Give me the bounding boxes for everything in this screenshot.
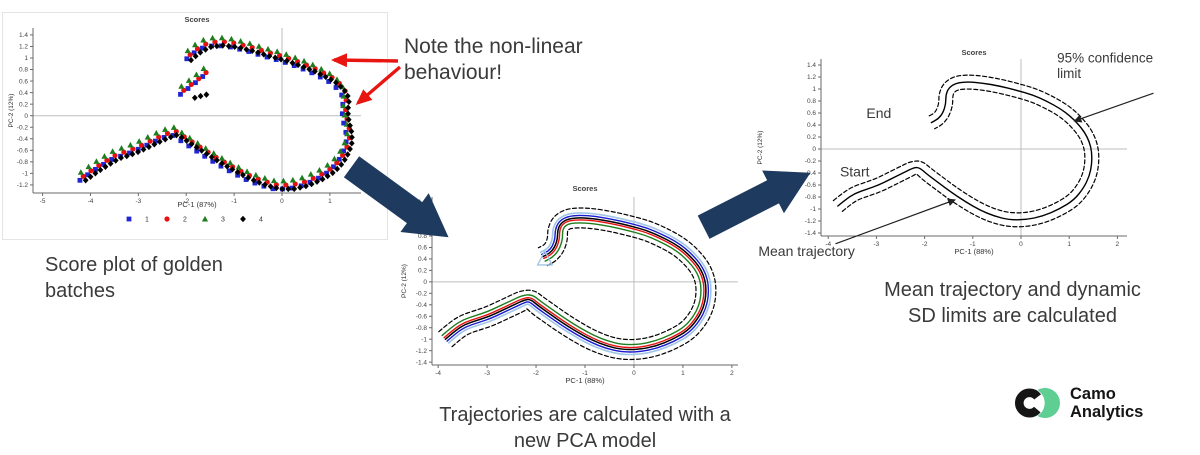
- svg-text:-3: -3: [874, 241, 880, 248]
- svg-text:0.6: 0.6: [807, 110, 816, 117]
- svg-text:-0.6: -0.6: [17, 148, 29, 155]
- camo-analytics-logo-icon: [1014, 387, 1060, 419]
- svg-text:0.2: 0.2: [807, 134, 816, 141]
- svg-text:-1.2: -1.2: [17, 182, 29, 189]
- svg-text:-0.8: -0.8: [416, 325, 428, 332]
- svg-text:limit: limit: [1057, 66, 1081, 81]
- svg-text:-0.6: -0.6: [805, 182, 817, 189]
- svg-text:-5: -5: [40, 198, 46, 205]
- svg-text:1: 1: [328, 198, 332, 205]
- svg-text:2: 2: [1116, 241, 1120, 248]
- svg-text:0: 0: [812, 146, 816, 153]
- svg-text:0.2: 0.2: [418, 268, 427, 275]
- red-arrow-diagonal: [355, 65, 402, 105]
- svg-text:-1.4: -1.4: [805, 230, 817, 237]
- svg-text:PC-1 (88%): PC-1 (88%): [565, 376, 605, 385]
- svg-text:0.8: 0.8: [418, 233, 427, 240]
- svg-text:-1: -1: [970, 241, 976, 248]
- svg-text:-1: -1: [810, 206, 816, 213]
- camo-analytics-logo: Camo Analytics: [1014, 380, 1143, 426]
- svg-text:-3: -3: [484, 370, 490, 377]
- svg-text:0.8: 0.8: [19, 67, 28, 74]
- red-arrow-top: [331, 53, 399, 68]
- svg-text:Mean trajectory: Mean trajectory: [758, 243, 854, 259]
- svg-text:-0.6: -0.6: [416, 313, 428, 320]
- svg-text:Scores: Scores: [961, 48, 986, 57]
- svg-text:1: 1: [145, 217, 149, 224]
- svg-text:1: 1: [1067, 241, 1071, 248]
- svg-text:-1.2: -1.2: [416, 348, 428, 355]
- svg-text:0: 0: [24, 113, 28, 120]
- flow-arrow-1: [343, 156, 449, 238]
- red-annotation-arrows: [331, 53, 402, 105]
- svg-text:0.6: 0.6: [19, 78, 28, 85]
- svg-text:-0.8: -0.8: [805, 194, 817, 201]
- svg-text:3: 3: [221, 217, 225, 224]
- svg-text:0.6: 0.6: [418, 245, 427, 252]
- svg-text:0.4: 0.4: [418, 256, 427, 263]
- svg-text:1.4: 1.4: [19, 32, 28, 39]
- svg-text:0: 0: [280, 198, 284, 205]
- svg-text:Start: Start: [840, 164, 870, 180]
- svg-text:1.4: 1.4: [807, 62, 816, 69]
- svg-text:-1: -1: [421, 336, 427, 343]
- svg-text:1.2: 1.2: [19, 44, 28, 51]
- svg-text:-0.8: -0.8: [17, 159, 29, 166]
- svg-text:0.2: 0.2: [19, 101, 28, 108]
- logo-word-2: Analytics: [1070, 403, 1144, 421]
- svg-text:End: End: [866, 105, 891, 121]
- svg-text:2: 2: [730, 370, 734, 377]
- logo-wordmark: Camo Analytics: [1070, 385, 1143, 422]
- svg-text:-1: -1: [231, 198, 237, 205]
- svg-text:0: 0: [1019, 241, 1023, 248]
- svg-text:PC-1 (87%): PC-1 (87%): [177, 200, 217, 209]
- svg-text:1: 1: [812, 86, 816, 93]
- svg-text:-4: -4: [435, 370, 441, 377]
- svg-text:1.2: 1.2: [807, 74, 816, 81]
- caption-golden-batches: Score plot of golden batches: [45, 254, 223, 302]
- svg-text:1: 1: [681, 370, 685, 377]
- scores-plot-golden-batches: -5 -4 -3 -2 -1 0 1 1.4 1.2 1 0.8 0.6 0.4 0.2 0 -0.2 -0.4…: [2, 12, 388, 240]
- svg-text:0.4: 0.4: [807, 122, 816, 129]
- svg-text:-2: -2: [533, 370, 539, 377]
- svg-text:-0.2: -0.2: [17, 124, 29, 131]
- svg-text:-4: -4: [88, 198, 94, 205]
- flow-arrow-2: [697, 170, 811, 239]
- svg-text:-0.4: -0.4: [17, 136, 29, 143]
- svg-text:-4: -4: [825, 241, 831, 248]
- svg-text:0: 0: [423, 279, 427, 286]
- svg-text:-1: -1: [582, 370, 588, 377]
- svg-text:1: 1: [24, 55, 28, 62]
- svg-text:2: 2: [183, 217, 187, 224]
- svg-text:-3: -3: [135, 198, 141, 205]
- scores-plot-mean-trajectory: -4 -3 -2 -1 0 1 2 1.4 1.2 1 0.8 0.6 0.4 0.2 0 -0.2 -0.4 -…: [752, 45, 1197, 267]
- logo-word-1: Camo: [1070, 384, 1116, 403]
- svg-text:95% confidence: 95% confidence: [1057, 51, 1153, 66]
- svg-text:-2: -2: [922, 241, 928, 248]
- svg-text:PC-2 (12%): PC-2 (12%): [401, 264, 408, 298]
- svg-text:-1: -1: [22, 171, 28, 178]
- caption-trajectories: Trajectories are calculated with a new P…: [439, 404, 731, 452]
- svg-text:4: 4: [259, 217, 263, 224]
- svg-text:0: 0: [632, 370, 636, 377]
- svg-text:Scores: Scores: [184, 15, 209, 24]
- svg-text:-1.2: -1.2: [805, 218, 817, 225]
- note-annotation: Note the non-linear behaviour!: [404, 35, 583, 85]
- scores-plot-trajectories: -4-3-2-10121.41.210.80.60.40.20-0.2-0.4-…: [396, 183, 746, 397]
- svg-text:PC-2 (12%): PC-2 (12%): [757, 131, 764, 165]
- svg-text:0.8: 0.8: [807, 98, 816, 105]
- svg-text:-0.2: -0.2: [416, 291, 428, 298]
- svg-text:PC-1 (88%): PC-1 (88%): [954, 247, 994, 256]
- caption-mean-trajectory: Mean trajectory and dynamic SD limits ar…: [884, 279, 1141, 327]
- svg-text:-2: -2: [183, 198, 189, 205]
- svg-text:0.4: 0.4: [19, 90, 28, 97]
- svg-text:-1.4: -1.4: [416, 359, 428, 366]
- svg-text:PC-2 (12%): PC-2 (12%): [8, 94, 15, 128]
- svg-text:Scores: Scores: [572, 184, 597, 193]
- svg-text:-0.4: -0.4: [805, 170, 817, 177]
- svg-text:-0.2: -0.2: [805, 158, 817, 165]
- svg-text:-0.4: -0.4: [416, 302, 428, 309]
